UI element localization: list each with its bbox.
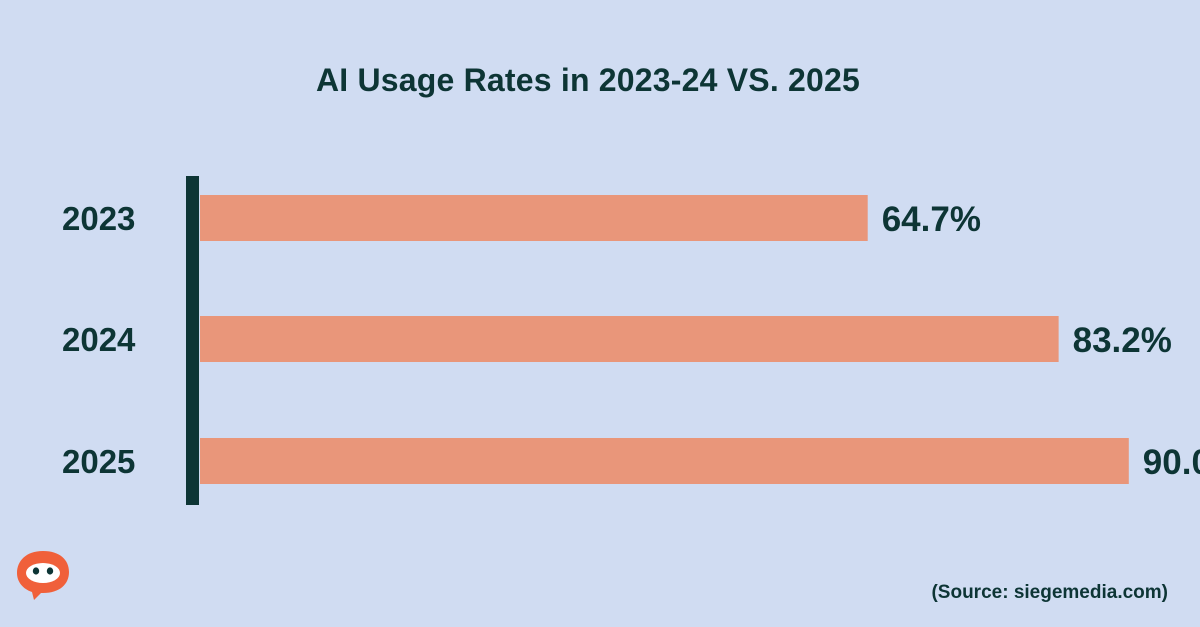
chart-title: AI Usage Rates in 2023-24 VS. 2025 (316, 62, 860, 98)
category-label-2024: 2024 (62, 321, 136, 358)
value-label-2024: 83.2% (1073, 321, 1172, 360)
y-axis-line (186, 176, 199, 505)
bar-2024 (200, 316, 1059, 362)
value-label-2023: 64.7% (882, 200, 981, 239)
bar-2023 (200, 195, 868, 241)
source-note: (Source: siegemedia.com) (931, 582, 1168, 603)
value-label-2025: 90.0% (1143, 443, 1200, 482)
bar-2025 (200, 438, 1129, 484)
category-label-2023: 2023 (62, 200, 135, 237)
category-label-2025: 2025 (62, 443, 135, 480)
siege-media-logo-icon (14, 548, 72, 607)
